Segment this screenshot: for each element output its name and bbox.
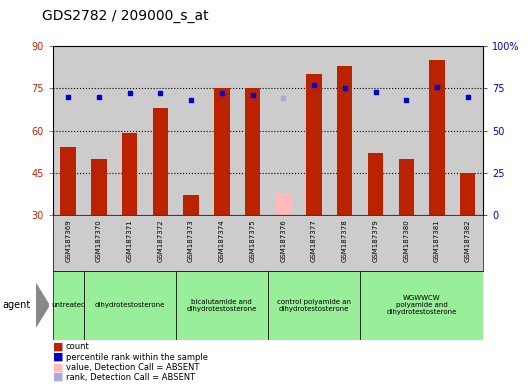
Text: agent: agent	[3, 300, 31, 310]
Bar	[368, 153, 383, 215]
Bar	[83, 271, 176, 340]
Text: GSM187374: GSM187374	[219, 220, 225, 262]
Text: GSM187379: GSM187379	[373, 220, 379, 262]
Bar	[176, 271, 268, 340]
Bar	[91, 159, 107, 215]
Text: GSM187372: GSM187372	[157, 220, 163, 262]
Text: count: count	[66, 343, 90, 351]
Text: GSM187382: GSM187382	[465, 220, 471, 262]
Text: ■: ■	[53, 372, 63, 382]
Text: dihydrotestosterone: dihydrotestosterone	[95, 302, 165, 308]
Text: GSM187370: GSM187370	[96, 220, 102, 262]
Bar	[337, 66, 353, 215]
Bar	[360, 271, 483, 340]
Text: GSM187378: GSM187378	[342, 220, 348, 262]
Text: ■: ■	[53, 362, 63, 372]
Text: GSM187376: GSM187376	[280, 220, 286, 262]
Text: GSM187377: GSM187377	[311, 220, 317, 262]
Bar	[399, 159, 414, 215]
Text: control polyamide an
dihydrotestosterone: control polyamide an dihydrotestosterone	[277, 299, 351, 312]
Bar	[460, 173, 475, 215]
Text: WGWWCW
polyamide and
dihydrotestosterone: WGWWCW polyamide and dihydrotestosterone	[386, 295, 457, 315]
Bar	[429, 60, 445, 215]
Text: GDS2782 / 209000_s_at: GDS2782 / 209000_s_at	[42, 9, 209, 23]
Bar	[306, 74, 322, 215]
Text: bicalutamide and
dihydrotestosterone: bicalutamide and dihydrotestosterone	[187, 299, 257, 312]
Polygon shape	[36, 284, 49, 327]
Text: percentile rank within the sample: percentile rank within the sample	[66, 353, 208, 362]
Text: GSM187373: GSM187373	[188, 220, 194, 262]
Bar	[122, 133, 137, 215]
Text: ■: ■	[53, 352, 63, 362]
Text: value, Detection Call = ABSENT: value, Detection Call = ABSENT	[66, 364, 200, 372]
Bar	[214, 88, 230, 215]
Text: GSM187381: GSM187381	[434, 220, 440, 262]
Bar	[245, 88, 260, 215]
Text: rank, Detection Call = ABSENT: rank, Detection Call = ABSENT	[66, 373, 195, 382]
Text: ■: ■	[53, 341, 63, 351]
Text: GSM187380: GSM187380	[403, 220, 409, 262]
Bar	[268, 271, 360, 340]
Text: GSM187371: GSM187371	[127, 220, 133, 262]
Text: GSM187375: GSM187375	[250, 220, 256, 262]
Bar	[153, 108, 168, 215]
Bar	[61, 147, 76, 215]
Bar	[183, 195, 199, 215]
Bar	[53, 271, 83, 340]
Text: GSM187369: GSM187369	[65, 220, 71, 262]
Bar	[276, 192, 291, 215]
Text: untreated: untreated	[51, 302, 86, 308]
